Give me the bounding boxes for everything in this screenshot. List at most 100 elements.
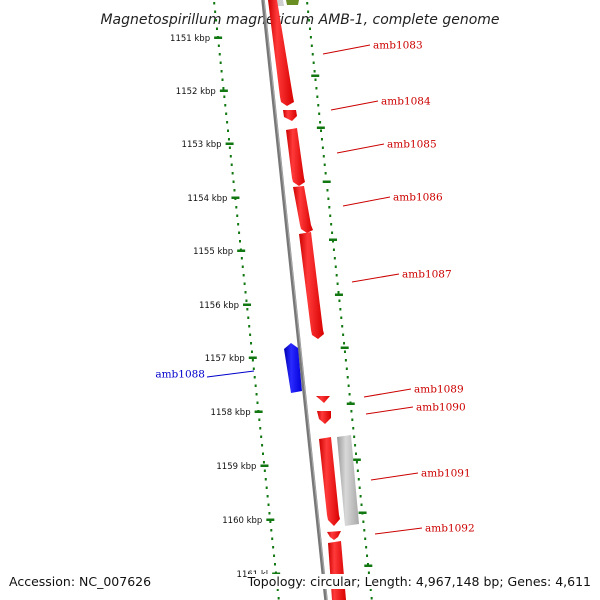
sequence-backbone-highlight [263, 0, 328, 600]
guide-dot [343, 342, 346, 345]
ruler-dot [277, 597, 280, 600]
guide-dot [329, 214, 332, 217]
ruler-dot [217, 44, 220, 47]
guide-dot [354, 444, 357, 447]
ruler-dot [256, 401, 259, 404]
ruler-dot [219, 61, 222, 64]
guide-dot [313, 70, 316, 73]
guide-dot [344, 359, 347, 362]
gene-amb1086[interactable] [293, 186, 313, 233]
ruler-dot [267, 503, 270, 506]
topology-text: Topology: circular; Length: 4,967,148 bp… [247, 574, 591, 589]
gene-label-amb1087[interactable]: amb1087 [402, 269, 452, 281]
guide-dot [360, 503, 363, 506]
guide-dot [367, 571, 370, 574]
guide-dot [323, 163, 326, 166]
ruler-dot [273, 563, 276, 566]
feature-grey-1091 [337, 435, 359, 526]
ruler-dot [218, 53, 221, 56]
ruler-dot [214, 10, 217, 13]
ruler-dot [276, 588, 279, 591]
guide-tick [346, 402, 355, 405]
ruler-label: 1155 kbp [193, 247, 233, 257]
ruler-dot [246, 308, 249, 311]
gene-amb1087[interactable] [299, 232, 324, 339]
gene-label-amb1084[interactable]: amb1084 [381, 96, 431, 108]
ruler-dot [223, 95, 226, 98]
guide-dot [310, 44, 313, 47]
guide-tick [340, 346, 349, 349]
gene-label-amb1092[interactable]: amb1092 [425, 523, 475, 535]
label-connector [363, 388, 412, 398]
ruler-dot [268, 512, 271, 515]
ruler-dot [238, 231, 241, 234]
ruler-dot [250, 350, 253, 353]
guide-dot [324, 172, 327, 175]
guide-dot [321, 146, 324, 149]
ruler-dot [225, 112, 228, 115]
ruler-dot [245, 299, 248, 302]
guide-dot [309, 36, 312, 39]
label-connector [374, 527, 423, 535]
gene-label-amb1083[interactable]: amb1083 [373, 40, 423, 52]
guide-tick [334, 293, 343, 296]
ruler-dot [263, 469, 266, 472]
ruler-dot [271, 537, 274, 540]
gene-amb1089[interactable] [316, 396, 330, 403]
gene-label-amb1090[interactable]: amb1090 [416, 402, 466, 414]
guide-dot [307, 10, 310, 13]
guide-dot [326, 189, 329, 192]
ruler-tick [231, 196, 240, 199]
ruler-dot [269, 520, 272, 523]
gene-label-amb1089[interactable]: amb1089 [414, 384, 464, 396]
guide-dot [370, 597, 373, 600]
gene-features [268, 0, 359, 600]
label-connectors [206, 44, 423, 535]
gene-label-amb1091[interactable]: amb1091 [421, 468, 471, 480]
ruler-label: 1156 kbp [199, 301, 239, 311]
ruler-tick [237, 249, 246, 252]
ruler-dot [258, 418, 261, 421]
guide-dot [330, 223, 333, 226]
ruler-label: 1152 kbp [176, 87, 216, 97]
gene-amb1083[interactable] [268, 0, 294, 106]
gene-label-amb1086[interactable]: amb1086 [393, 192, 443, 204]
ruler-dot [224, 104, 227, 107]
ruler-dot [260, 435, 263, 438]
label-connector [330, 100, 379, 111]
gene-amb1092[interactable] [328, 541, 346, 600]
ruler-dot [232, 180, 235, 183]
gene-amb1090[interactable] [317, 411, 331, 424]
ruler-dot [215, 27, 218, 30]
guide-dot [353, 435, 356, 438]
gene-amb1084[interactable] [283, 110, 297, 121]
gene-label-amb1088[interactable]: amb1088 [155, 369, 205, 381]
gene-label-amb1085[interactable]: amb1085 [387, 139, 437, 151]
ruler-dot [250, 342, 253, 345]
guide-dot [350, 410, 353, 413]
ruler-dot [226, 121, 229, 124]
guide-dot [340, 316, 343, 319]
gene-amb1091[interactable] [319, 437, 340, 526]
guide-dot [356, 469, 359, 472]
guide-dot [327, 197, 330, 200]
ruler-ticks [214, 36, 281, 575]
gene-amb1085[interactable] [286, 128, 305, 186]
guide-dot [320, 138, 323, 141]
guide-dot [352, 427, 355, 430]
gene-amb1088[interactable] [284, 343, 302, 393]
guide-dot [346, 376, 349, 379]
accession-text: Accession: NC_007626 [9, 574, 152, 589]
guide-tick [364, 564, 373, 567]
guide-dot [316, 95, 319, 98]
ruler-dot [266, 495, 269, 498]
guide-dot [365, 546, 368, 549]
ruler-dot [254, 384, 257, 387]
ruler-dot [253, 376, 256, 379]
gene-amb1092-upper[interactable] [327, 531, 341, 540]
guide-dot [328, 206, 331, 209]
guide-dot [333, 257, 336, 260]
ruler-tick [254, 410, 263, 413]
ruler-dot [244, 291, 247, 294]
ruler-label: 1160 kbp [222, 516, 262, 526]
